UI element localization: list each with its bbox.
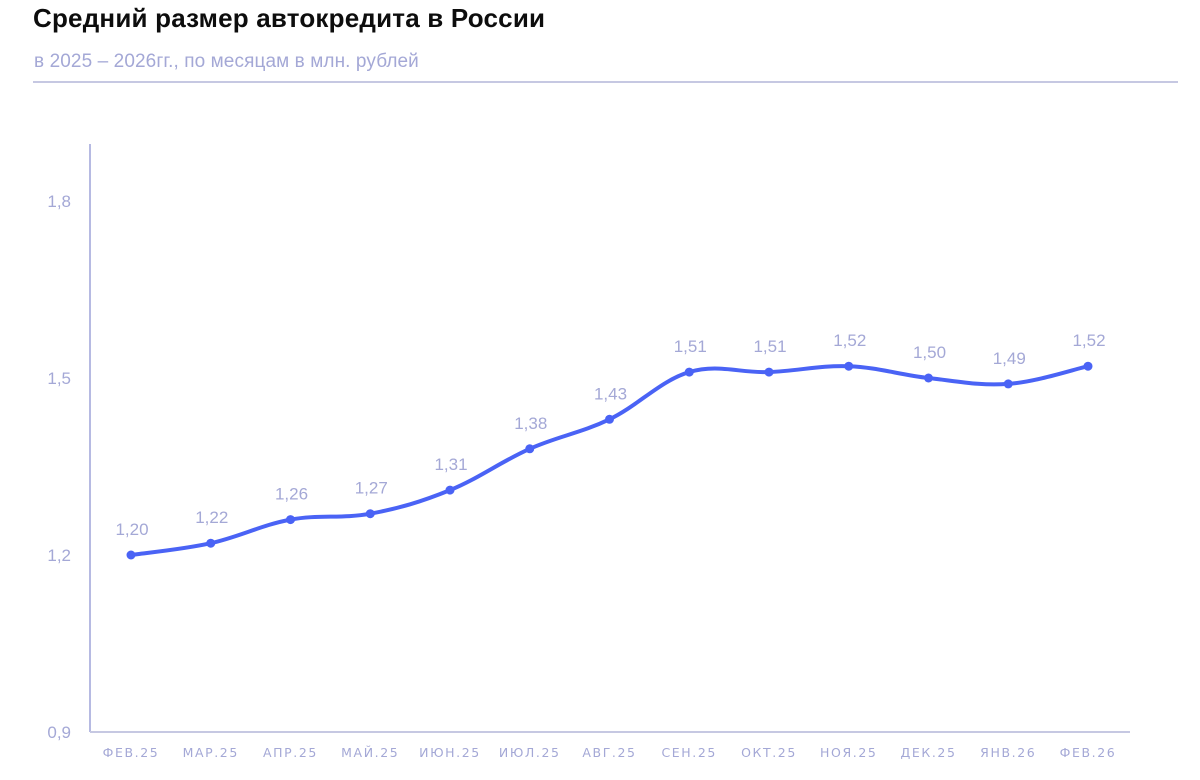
data-value-label: 1,26: [275, 485, 308, 504]
x-tick-label: МАР.25: [183, 745, 239, 760]
data-point-marker: [525, 444, 535, 454]
data-value-label: 1,43: [594, 384, 627, 403]
x-tick-label: ФЕВ.26: [1060, 745, 1117, 760]
y-tick-label: 1,5: [47, 369, 71, 388]
data-point-marker: [126, 550, 136, 560]
x-tick-label: ФЕВ.25: [103, 745, 160, 760]
data-value-label: 1,31: [434, 455, 467, 474]
x-tick-label: МАЙ.25: [341, 745, 399, 760]
data-point-marker: [764, 367, 774, 377]
y-axis: 0,9 1,2 1,5 1,8: [47, 144, 91, 742]
data-point-marker: [844, 361, 854, 371]
data-point-marker: [445, 485, 455, 495]
data-point-marker: [206, 538, 216, 548]
x-tick-label: СЕН.25: [661, 745, 717, 760]
chart-subtitle: в 2025 – 2026гг., по месяцам в млн. рубл…: [34, 51, 419, 72]
data-point-marker: [605, 414, 614, 424]
data-value-label: 1,27: [355, 479, 388, 498]
data-value-label: 1,50: [913, 343, 946, 362]
x-tick-label: АПР.25: [263, 745, 318, 760]
data-value-label: 1,20: [115, 520, 148, 539]
x-tick-label: ДЕК.25: [900, 745, 956, 760]
data-value-label: 1,52: [1072, 331, 1105, 350]
data-value-label: 1,51: [674, 337, 707, 356]
data-value-label: 1,49: [993, 349, 1026, 368]
data-point-marker: [684, 367, 694, 377]
data-point-marker: [1003, 379, 1013, 389]
data-point-marker: [365, 509, 375, 519]
chart-title: Средний размер автокредита в России: [33, 3, 546, 33]
header-separator: [33, 81, 1178, 83]
y-tick-label: 1,2: [47, 546, 71, 565]
x-tick-label: ОКТ.25: [741, 745, 797, 760]
y-tick-label: 0,9: [47, 723, 71, 742]
x-axis: ФЕВ.25 МАР.25 АПР.25 МАЙ.25 ИЮН.25 ИЮЛ.25 АВГ.…: [90, 731, 1130, 760]
x-tick-label: АВГ.25: [582, 745, 636, 760]
x-tick-label: ИЮЛ.25: [499, 745, 561, 760]
data-labels: 1,20 1,22 1,26 1,27 1,31 1,38 1,43 1,51 1,51 1,52…: [115, 331, 1105, 539]
x-tick-label: НОЯ.25: [820, 745, 877, 760]
x-tick-label: ЯНВ.26: [980, 745, 1036, 760]
data-series: [126, 361, 1093, 560]
y-tick-label: 1,8: [47, 192, 71, 211]
data-point-marker: [924, 373, 933, 383]
data-value-label: 1,52: [833, 331, 866, 350]
data-value-label: 1,22: [195, 508, 228, 527]
data-point-marker: [286, 515, 295, 525]
x-tick-label: ИЮН.25: [419, 745, 481, 760]
data-value-label: 1,51: [753, 337, 786, 356]
data-point-marker: [1083, 361, 1093, 371]
data-value-label: 1,38: [514, 414, 547, 433]
